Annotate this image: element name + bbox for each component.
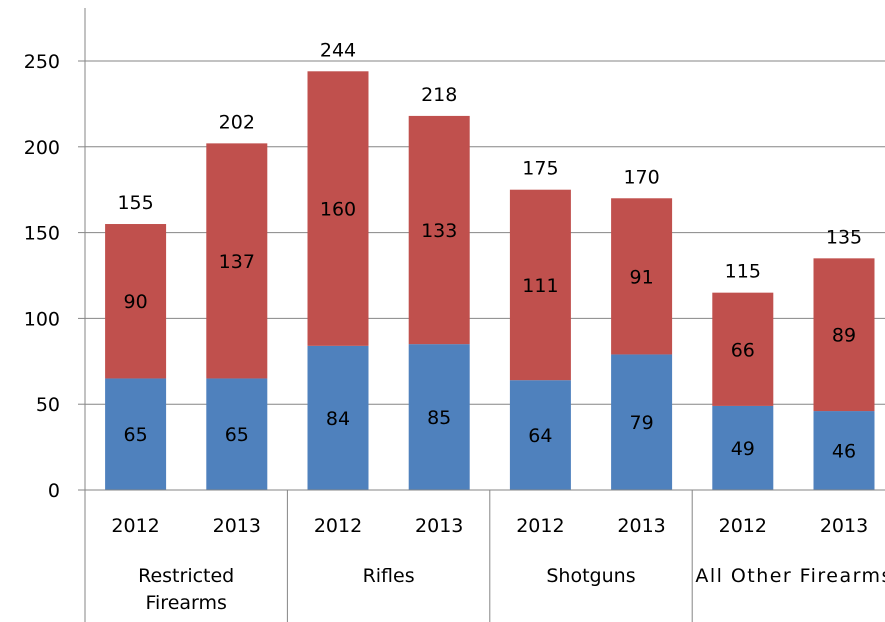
y-tick-label: 150 [24,223,60,245]
total-label: 135 [826,226,862,248]
data-label: 65 [124,424,148,446]
total-label: 218 [421,84,457,106]
data-label: 89 [832,325,856,347]
group-label: Rifles [363,565,415,587]
group-labels: Restricted Firearms Rifles Shotguns All Othe… [138,565,885,614]
total-label: 170 [623,166,659,188]
group-label: Shotguns [546,565,635,587]
x-tick-label: 2013 [213,515,261,537]
x-tick-label: 2013 [820,515,868,537]
y-tick-label: 0 [48,480,60,502]
x-tick-label: 2013 [415,515,463,537]
bar-segment [307,345,369,490]
bar-segment [813,411,875,490]
data-label: 79 [630,412,654,434]
x-tick-label: 2012 [111,515,159,537]
axes [78,8,885,622]
bar-segment [509,189,571,381]
bar-segment [408,115,470,345]
bar-segment [408,344,470,490]
data-label: 91 [630,266,654,288]
total-label: 175 [522,158,558,180]
bar-segment [611,354,673,490]
bar-segment [206,378,268,490]
bar-segment [307,71,369,346]
bar-segment [105,224,167,379]
data-labels: 65 90 155 65 137 202 84 160 244 85 133 218 64 111 175 7… [117,39,862,462]
bar-segment [105,378,167,490]
group-label: Restricted Firearms [138,565,234,614]
bar-segment [813,258,875,412]
data-label: 66 [731,339,755,361]
y-tick-label: 100 [24,308,60,330]
bars [105,71,875,490]
y-tick-label: 250 [24,51,60,73]
total-label: 244 [320,39,356,61]
data-label: 64 [528,425,552,447]
total-label: 202 [219,111,255,133]
x-tick-label: 2012 [314,515,362,537]
bar-segment [712,292,774,406]
y-tick-label: 200 [24,137,60,159]
bar-segment [611,198,673,355]
data-label: 133 [421,220,457,242]
data-label: 84 [326,408,350,430]
bar-segment [509,380,571,490]
y-tick-label: 50 [36,394,60,416]
bar-segment [206,143,268,379]
y-tick-labels: 0 50 100 150 200 250 [24,51,60,502]
data-label: 85 [427,407,451,429]
x-tick-labels: 2012 2013 2012 2013 2012 2013 2012 2013 [111,515,868,537]
total-label: 115 [725,261,761,283]
data-label: 137 [219,251,255,273]
data-label: 65 [225,424,249,446]
group-label: All Other Firearms [695,565,885,587]
data-label: 90 [124,291,148,313]
bar-segment [712,405,774,490]
x-tick-label: 2012 [516,515,564,537]
data-label: 160 [320,199,356,221]
x-tick-label: 2013 [617,515,665,537]
data-label: 46 [832,441,856,463]
x-tick-label: 2012 [719,515,767,537]
data-label: 49 [731,438,755,460]
data-label: 111 [522,275,558,297]
total-label: 155 [117,192,153,214]
